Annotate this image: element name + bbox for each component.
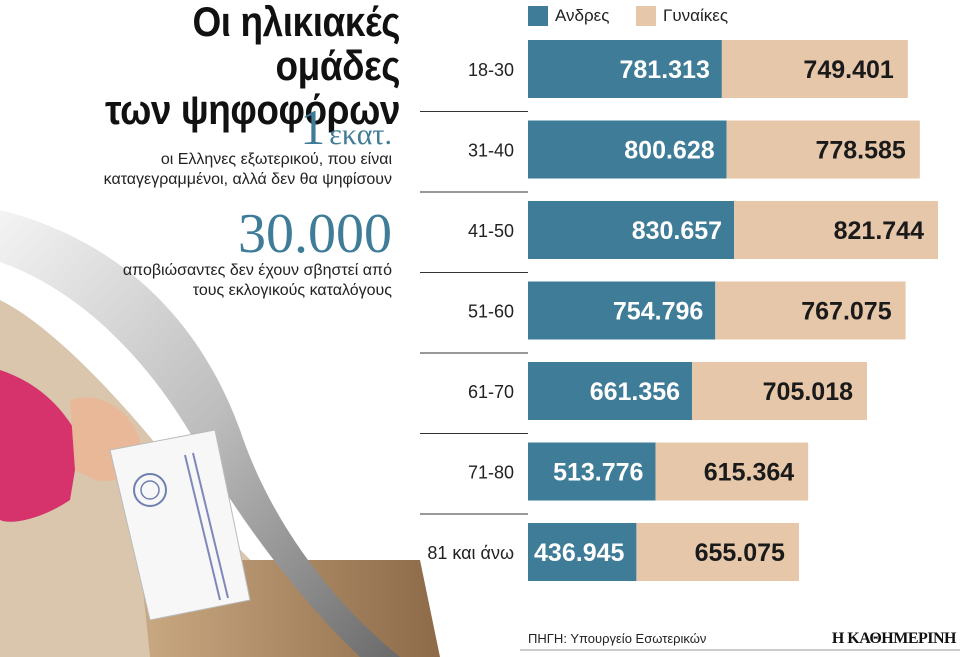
value-label-women: 778.585 bbox=[815, 137, 905, 165]
bar-women bbox=[734, 201, 938, 259]
category-label: 18-30 bbox=[468, 60, 514, 80]
value-label-women: 821.744 bbox=[834, 217, 924, 245]
bar-women bbox=[721, 40, 908, 98]
fact-1-text-line-1: οι Ελληνες εξωτερικού, που είναι bbox=[160, 151, 392, 168]
category-label: 41-50 bbox=[468, 221, 514, 241]
value-label-women: 615.364 bbox=[704, 459, 794, 487]
fact-1-text-line-2: καταγεγραμμένοι, αλλά δεν θα ψηφίσουν bbox=[103, 171, 392, 188]
bar-men bbox=[528, 442, 656, 501]
category-label: 71-80 bbox=[468, 463, 514, 483]
fact-2-text: αποβιώσαντες δεν έχουν σβηστεί από τους … bbox=[123, 261, 392, 301]
bar-men bbox=[528, 201, 735, 259]
bar-men bbox=[528, 523, 637, 581]
fact-1-value: 1 bbox=[300, 99, 326, 155]
title-line-1: Οι ηλικιακές ομάδες bbox=[192, 0, 400, 89]
bar-men bbox=[528, 40, 722, 98]
legend-label-men: Ανδρες bbox=[555, 6, 610, 25]
fact-1-text: οι Ελληνες εξωτερικού, που είναι καταγεγ… bbox=[104, 150, 392, 190]
ballot-envelope bbox=[109, 429, 251, 621]
category-label: 31-40 bbox=[468, 141, 514, 161]
bar-women bbox=[692, 362, 868, 420]
fact-1-unit: εκατ. bbox=[329, 118, 392, 151]
bar-women bbox=[715, 281, 906, 340]
value-label-men: 436.945 bbox=[534, 539, 624, 567]
value-label-men: 800.628 bbox=[624, 137, 714, 165]
value-label-women: 767.075 bbox=[801, 298, 891, 326]
bar-women bbox=[636, 523, 799, 581]
value-label-women: 705.018 bbox=[763, 378, 853, 406]
bar-men bbox=[528, 362, 693, 420]
source-note: ΠΗΓΗ: Υπουργείο Εσωτερικών bbox=[528, 631, 707, 646]
legend-swatch-women bbox=[636, 6, 656, 26]
category-label: 61-70 bbox=[468, 382, 514, 402]
value-label-men: 754.796 bbox=[613, 298, 703, 326]
fact-2-text-line-1: αποβιώσαντες δεν έχουν σβηστεί από bbox=[122, 262, 392, 279]
title-line-2: των ψηφοφόρων bbox=[105, 86, 400, 133]
legend-swatch-men bbox=[528, 6, 548, 26]
bar-women bbox=[655, 442, 809, 501]
category-label: 81 και άνω bbox=[427, 543, 514, 563]
legend-label-women: Γυναίκες bbox=[663, 6, 729, 25]
value-label-men: 830.657 bbox=[632, 217, 722, 245]
value-label-men: 781.313 bbox=[619, 56, 709, 84]
envelope-seal-icon bbox=[133, 473, 167, 507]
brand-logo: Η ΚΑΘΗΜΕΡΙΝΗ bbox=[831, 630, 957, 647]
fact-1-number: 1 εκατ. bbox=[300, 102, 392, 152]
fact-2-text-line-2: τους εκλογικούς καταλόγους bbox=[192, 282, 392, 299]
value-label-women: 749.401 bbox=[803, 56, 893, 84]
category-label: 51-60 bbox=[468, 302, 514, 322]
page-title: Οι ηλικιακές ομάδες των ψηφοφόρων bbox=[74, 0, 400, 132]
photo-background bbox=[0, 300, 400, 657]
value-label-women: 655.075 bbox=[695, 539, 785, 567]
value-label-men: 661.356 bbox=[590, 378, 680, 406]
bar-men bbox=[528, 120, 727, 179]
sleeve bbox=[0, 370, 80, 522]
value-label-men: 513.776 bbox=[553, 459, 643, 487]
bar-men bbox=[528, 281, 716, 340]
fact-2-number: 30.000 bbox=[238, 203, 392, 265]
bar-women bbox=[726, 120, 920, 179]
